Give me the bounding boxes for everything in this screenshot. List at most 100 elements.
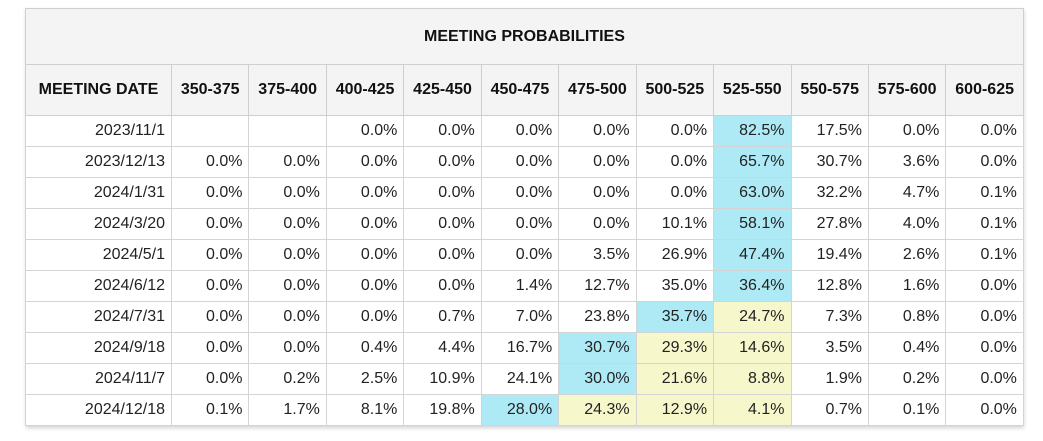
probability-cell: 1.9%	[790, 363, 869, 395]
probability-cell: 0.0%	[480, 115, 560, 147]
probability-cell: 2.6%	[867, 239, 947, 271]
probability-cell: 0.0%	[248, 177, 327, 209]
meeting-date-cell: 2024/12/18	[25, 394, 172, 426]
probability-cell: 0.0%	[325, 208, 405, 240]
probability-cell: 0.1%	[170, 394, 250, 426]
probability-cell: 0.0%	[403, 146, 482, 178]
table-row: 2024/11/7 0.0% 0.2% 2.5% 10.9% 24.1% 30.0% 21.6…	[25, 363, 1024, 395]
probability-cell: 0.0%	[480, 208, 560, 240]
table-row: 2024/12/18 0.1% 1.7% 8.1% 19.8% 28.0% 24.3% 12.…	[25, 394, 1024, 426]
probability-cell: 4.1%	[713, 394, 792, 426]
probability-cell: 0.0%	[635, 177, 715, 209]
probability-cell: 30.7%	[790, 146, 869, 178]
table-row: 2024/3/20 0.0% 0.0% 0.0% 0.0% 0.0% 0.0% 10.1% 58…	[25, 208, 1024, 240]
probability-cell: 0.0%	[945, 332, 1024, 364]
probability-cell: 0.0%	[480, 146, 560, 178]
probability-cell: 0.0%	[635, 115, 715, 147]
column-header-range: 400-425	[325, 64, 405, 116]
probability-cell: 0.4%	[867, 332, 947, 364]
meeting-date-cell: 2024/3/20	[25, 208, 172, 240]
column-header-range: 575-600	[867, 64, 947, 116]
probability-cell: 24.3%	[558, 394, 637, 426]
probability-cell: 26.9%	[635, 239, 715, 271]
meeting-date-cell: 2024/1/31	[25, 177, 172, 209]
probability-cell: 0.0%	[945, 115, 1024, 147]
probability-cell: 3.6%	[867, 146, 947, 178]
table-row: 2024/6/12 0.0% 0.0% 0.0% 0.0% 1.4% 12.7% 35.0% 3…	[25, 270, 1024, 302]
probability-cell: 0.0%	[248, 332, 327, 364]
probability-cell: 3.5%	[790, 332, 869, 364]
probability-cell: 32.2%	[790, 177, 869, 209]
probability-cell: 0.1%	[867, 394, 947, 426]
probability-cell: 0.0%	[170, 332, 250, 364]
probability-cell: 12.9%	[635, 394, 715, 426]
probability-cell: 30.0%	[558, 363, 637, 395]
probability-cell: 0.0%	[170, 177, 250, 209]
meeting-date-cell: 2024/11/7	[25, 363, 172, 395]
probability-cell: 24.7%	[713, 301, 792, 333]
table-row: 2024/7/31 0.0% 0.0% 0.0% 0.7% 7.0% 23.8% 35.7% 2…	[25, 301, 1024, 333]
probability-cell: 8.8%	[713, 363, 792, 395]
probability-cell: 0.4%	[325, 332, 405, 364]
probability-cell: 82.5%	[713, 115, 792, 147]
probability-cell: 0.0%	[170, 146, 250, 178]
probability-cell: 0.0%	[170, 301, 250, 333]
probability-cell: 19.8%	[403, 394, 482, 426]
probability-cell: 58.1%	[713, 208, 792, 240]
probability-cell: 35.7%	[635, 301, 715, 333]
column-header-range: 375-400	[248, 64, 327, 116]
meeting-probabilities-panel: MEETING PROBABILITIES MEETING DATE 350-37…	[25, 8, 1024, 426]
probability-cell: 14.6%	[713, 332, 792, 364]
table-row: 2023/11/1 0.0% 0.0% 0.0% 0.0% 0.0% 82.5% 17.5% 0…	[25, 115, 1024, 147]
meeting-date-cell: 2023/11/1	[25, 115, 172, 147]
column-header-range: 600-625	[945, 64, 1024, 116]
probability-cell: 0.0%	[480, 239, 560, 271]
table-row: 2024/5/1 0.0% 0.0% 0.0% 0.0% 0.0% 3.5% 26.9% 47.…	[25, 239, 1024, 271]
probability-cell: 7.3%	[790, 301, 869, 333]
probability-cell: 0.0%	[403, 239, 482, 271]
column-header-range: 450-475	[480, 64, 560, 116]
meeting-date-cell: 2024/5/1	[25, 239, 172, 271]
probability-cell: 4.4%	[403, 332, 482, 364]
probability-cell: 8.1%	[325, 394, 405, 426]
probability-cell: 16.7%	[480, 332, 560, 364]
probability-cell: 4.7%	[867, 177, 947, 209]
probability-cell: 7.0%	[480, 301, 560, 333]
probability-cell: 35.0%	[635, 270, 715, 302]
probability-cell: 0.7%	[790, 394, 869, 426]
probability-cell: 17.5%	[790, 115, 869, 147]
probability-cell: 0.0%	[325, 301, 405, 333]
column-header-range: 500-525	[635, 64, 715, 116]
probability-cell: 0.0%	[558, 146, 637, 178]
probability-cell: 27.8%	[790, 208, 869, 240]
probability-cell: 0.0%	[325, 177, 405, 209]
probability-cell: 0.0%	[170, 208, 250, 240]
probability-cell: 30.7%	[558, 332, 637, 364]
probability-cell: 0.0%	[558, 177, 637, 209]
probability-cell: 0.2%	[867, 363, 947, 395]
table-row: 2024/1/31 0.0% 0.0% 0.0% 0.0% 0.0% 0.0% 0.0% 63.…	[25, 177, 1024, 209]
probability-cell: 12.7%	[558, 270, 637, 302]
probability-cell: 0.0%	[403, 270, 482, 302]
probability-cell: 0.0%	[325, 239, 405, 271]
probability-cell: 28.0%	[480, 394, 560, 426]
probability-cell: 10.9%	[403, 363, 482, 395]
probability-cell: 0.0%	[635, 146, 715, 178]
column-header-range: 425-450	[403, 64, 482, 116]
probability-cell: 0.0%	[945, 394, 1024, 426]
probability-cell: 0.8%	[867, 301, 947, 333]
probability-cell: 0.1%	[945, 177, 1024, 209]
column-header-range: 350-375	[170, 64, 250, 116]
probability-cell: 10.1%	[635, 208, 715, 240]
probability-cell: 0.0%	[248, 239, 327, 271]
probability-cell: 0.0%	[170, 270, 250, 302]
meeting-date-cell: 2023/12/13	[25, 146, 172, 178]
probability-cell: 0.0%	[945, 363, 1024, 395]
probability-cell: 0.1%	[945, 208, 1024, 240]
meeting-date-cell: 2024/9/18	[25, 332, 172, 364]
probability-cell: 0.0%	[403, 177, 482, 209]
probability-cell: 19.4%	[790, 239, 869, 271]
table-row: 2023/12/13 0.0% 0.0% 0.0% 0.0% 0.0% 0.0% 0.0% 65…	[25, 146, 1024, 178]
probability-cell: 23.8%	[558, 301, 637, 333]
probability-cell: 0.0%	[325, 270, 405, 302]
